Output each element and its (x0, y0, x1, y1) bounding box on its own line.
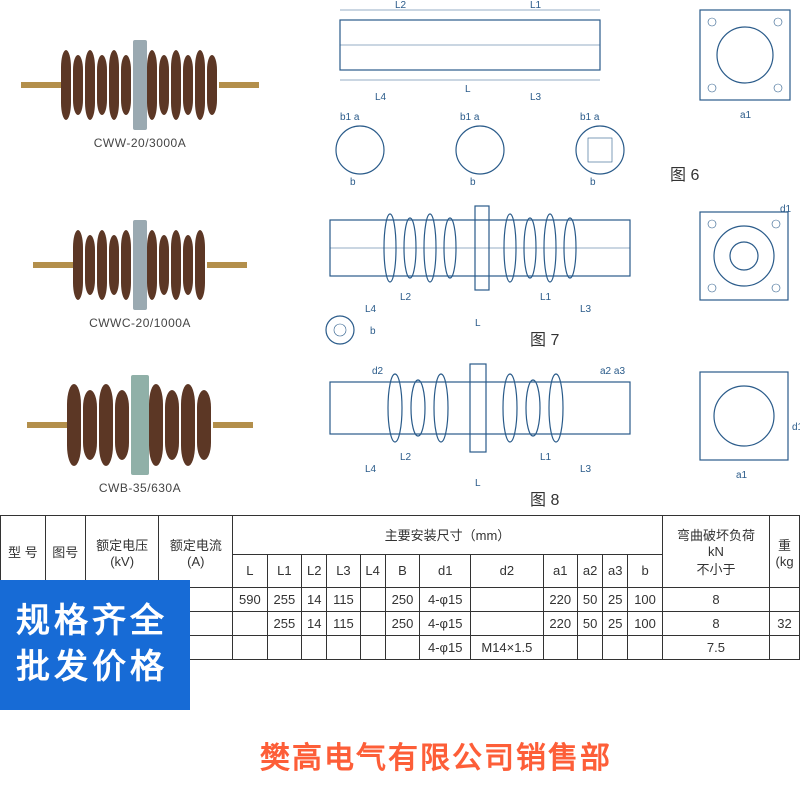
svg-text:L: L (475, 318, 481, 329)
col-bend: 弯曲破坏负荷 kN 不小于 (662, 516, 769, 588)
svg-text:b1 a: b1 a (460, 112, 480, 123)
company-name: 樊高电气有限公司销售部 (260, 733, 612, 777)
svg-text:L2: L2 (395, 0, 407, 11)
col-model: 型 号 (1, 516, 46, 588)
col-figno: 图号 (45, 516, 85, 588)
col-a2: a2 (578, 554, 603, 587)
col-L: L (233, 554, 268, 587)
badge-line2: 批发价格 (16, 645, 190, 691)
svg-text:L: L (475, 478, 481, 489)
col-L4: L4 (360, 554, 385, 587)
model-label: CWWC-20/1000A (89, 316, 191, 330)
svg-text:d1: d1 (780, 204, 792, 215)
svg-text:a1: a1 (740, 110, 752, 121)
svg-text:b: b (590, 177, 596, 188)
conductor-rod (27, 422, 67, 428)
svg-text:b1 a: b1 a (340, 112, 360, 123)
product-row-cww20: CWW-20/3000A L L2 L1 L4 L3 (0, 0, 800, 190)
svg-text:d1: d1 (792, 422, 800, 433)
model-label: CWB-35/630A (99, 481, 181, 495)
col-dims-group: 主要安装尺寸（mm） (233, 516, 663, 555)
svg-text:a1: a1 (736, 470, 748, 481)
svg-text:b1 a: b1 a (580, 112, 600, 123)
product-photo-cwb35: CWB-35/630A (0, 360, 280, 510)
mounting-flange (133, 40, 147, 130)
col-B: B (385, 554, 420, 587)
model-label: CWW-20/3000A (94, 136, 186, 150)
figure-label: 图 7 (530, 332, 559, 349)
insulator-body-right (149, 384, 213, 466)
svg-text:L2: L2 (400, 292, 412, 303)
conductor-rod (33, 262, 73, 268)
svg-text:d2: d2 (372, 366, 384, 377)
technical-drawing-fig8: d2 a2 a3 L2 L1 L4 L3 L a1 d1 图 8 (280, 360, 800, 510)
svg-text:L1: L1 (540, 452, 552, 463)
svg-text:L1: L1 (540, 292, 552, 303)
svg-text:b: b (350, 177, 356, 188)
mounting-flange (131, 375, 149, 475)
insulator-body-left (61, 50, 133, 120)
col-d1: d1 (420, 554, 471, 587)
bushing-render (27, 375, 253, 475)
badge-line1: 规格齐全 (16, 599, 190, 645)
col-weight: 重(kg (770, 516, 800, 588)
col-b: b (628, 554, 663, 587)
svg-text:L3: L3 (580, 304, 592, 315)
svg-text:b: b (470, 177, 476, 188)
svg-text:L4: L4 (365, 304, 377, 315)
table-header: 型 号 图号 额定电压(kV) 额定电流(A) 主要安装尺寸（mm） 弯曲破坏负… (1, 516, 800, 588)
conductor-rod (213, 422, 253, 428)
product-row-cwb35: CWB-35/630A d2 a2 a3 L2 L1 L4 L3 (0, 360, 800, 510)
col-L2: L2 (302, 554, 327, 587)
svg-text:a2 a3: a2 a3 (600, 366, 625, 377)
bushing-render (21, 40, 259, 130)
col-current: 额定电流(A) (159, 516, 233, 588)
svg-text:L4: L4 (365, 464, 377, 475)
conductor-rod (207, 262, 247, 268)
svg-text:L2: L2 (400, 452, 412, 463)
product-row-cwwc20: CWWC-20/1000A L2 L1 (0, 200, 800, 350)
technical-drawing-fig6: L L2 L1 L4 L3 a1 b b1 a b (280, 0, 800, 190)
product-photo-cww20: CWW-20/3000A (0, 0, 280, 190)
col-d2: d2 (471, 554, 543, 587)
technical-drawing-fig7: L2 L1 L4 L3 L d1 b 图 7 (280, 200, 800, 350)
insulator-body-right (147, 230, 207, 300)
insulator-body-left (73, 230, 133, 300)
promo-badge: 规格齐全 批发价格 (0, 580, 190, 710)
insulator-body-left (67, 384, 131, 466)
svg-text:L3: L3 (530, 92, 542, 103)
svg-text:L1: L1 (530, 0, 542, 11)
product-photo-cwwc20: CWWC-20/1000A (0, 200, 280, 350)
insulator-body-right (147, 50, 219, 120)
mounting-flange (133, 220, 147, 310)
figure-label: 图 8 (530, 492, 559, 509)
conductor-rod (21, 82, 61, 88)
footer-bar: 樊高电气有限公司销售部 (0, 710, 800, 800)
col-voltage: 额定电压(kV) (85, 516, 159, 588)
svg-text:L4: L4 (375, 92, 387, 103)
col-L1: L1 (267, 554, 302, 587)
catalog-page: CWW-20/3000A L L2 L1 L4 L3 (0, 0, 800, 676)
col-a3: a3 (603, 554, 628, 587)
svg-text:b: b (370, 326, 376, 337)
bushing-render (33, 220, 247, 310)
svg-text:L: L (465, 84, 471, 95)
col-L3: L3 (327, 554, 360, 587)
figure-label: 图 6 (670, 167, 699, 184)
svg-text:L3: L3 (580, 464, 592, 475)
conductor-rod (219, 82, 259, 88)
col-a1: a1 (543, 554, 578, 587)
